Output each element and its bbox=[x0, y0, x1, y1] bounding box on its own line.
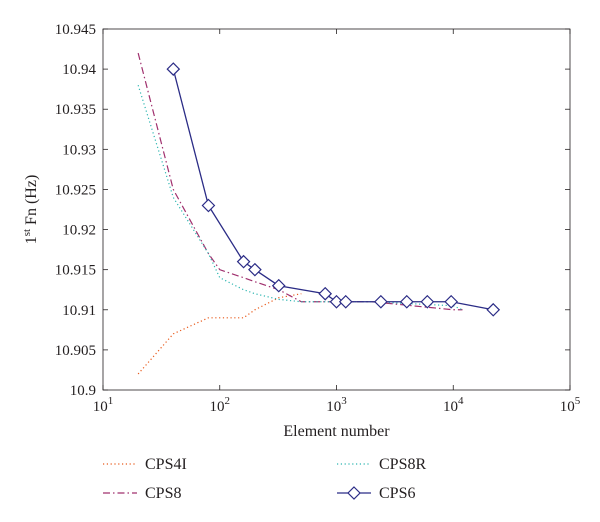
x-tick-label: 105 bbox=[560, 395, 581, 415]
data-point bbox=[347, 486, 361, 500]
x-tick-label: 103 bbox=[326, 395, 347, 415]
data-point bbox=[166, 62, 181, 76]
y-tick-label: 10.92 bbox=[62, 223, 96, 239]
legend-item-cps4i: CPS4I bbox=[103, 456, 187, 473]
y-tick-label: 10.915 bbox=[55, 263, 96, 279]
legend-item-cps8r: CPS8R bbox=[337, 456, 426, 473]
data-point bbox=[329, 294, 344, 309]
y-tick-label: 10.925 bbox=[55, 182, 96, 198]
data-point bbox=[248, 262, 262, 277]
data-point bbox=[486, 302, 501, 317]
series-cps6 bbox=[166, 62, 501, 317]
x-tick-label: 101 bbox=[93, 395, 114, 415]
data-point bbox=[201, 198, 216, 213]
y-tick-label: 10.945 bbox=[55, 22, 96, 38]
x-axis-label: Element number bbox=[283, 423, 390, 440]
data-point bbox=[444, 294, 459, 309]
series-line bbox=[137, 84, 463, 311]
legend-label: CPS8 bbox=[145, 485, 181, 502]
data-point bbox=[420, 294, 435, 309]
data-point bbox=[318, 286, 333, 301]
series-cps8r bbox=[137, 84, 463, 311]
data-point bbox=[236, 254, 251, 269]
series-line bbox=[137, 52, 463, 311]
y-tick-label: 10.935 bbox=[55, 102, 96, 118]
x-tick-label: 102 bbox=[210, 395, 231, 415]
y-tick-label: 10.9 bbox=[70, 383, 96, 399]
y-axis-label: 1st Fn (Hz) bbox=[21, 175, 40, 245]
legend-label: CPS8R bbox=[379, 456, 426, 473]
labels-layer: Element number 1st Fn (Hz) bbox=[21, 175, 390, 440]
series-line bbox=[137, 293, 302, 375]
series-cps8 bbox=[137, 52, 463, 311]
y-tick-label: 10.91 bbox=[62, 303, 96, 319]
legend-item-cps8: CPS8 bbox=[103, 485, 181, 502]
y-tick-label: 10.905 bbox=[55, 343, 96, 359]
legend-item-cps6: CPS6 bbox=[337, 485, 415, 502]
plot-frame bbox=[102, 28, 571, 391]
legend-label: CPS4I bbox=[145, 456, 187, 473]
y-tick-label: 10.93 bbox=[62, 142, 96, 158]
data-point bbox=[399, 294, 414, 309]
x-tick-label: 104 bbox=[443, 395, 464, 415]
series-layer bbox=[137, 52, 501, 375]
legend: CPS4I CPS8 CPS8R CPS6 bbox=[103, 456, 426, 502]
y-tick-label: 10.94 bbox=[62, 62, 96, 78]
data-point bbox=[338, 294, 353, 309]
data-point bbox=[271, 278, 286, 293]
series-cps4i bbox=[137, 293, 302, 375]
data-point bbox=[374, 294, 388, 309]
ticks-layer: 101 102 103 104 105 10.9 10.905 10.91 10.915 10.9… bbox=[55, 22, 581, 415]
legend-label: CPS6 bbox=[379, 485, 415, 502]
series-line bbox=[172, 68, 494, 311]
